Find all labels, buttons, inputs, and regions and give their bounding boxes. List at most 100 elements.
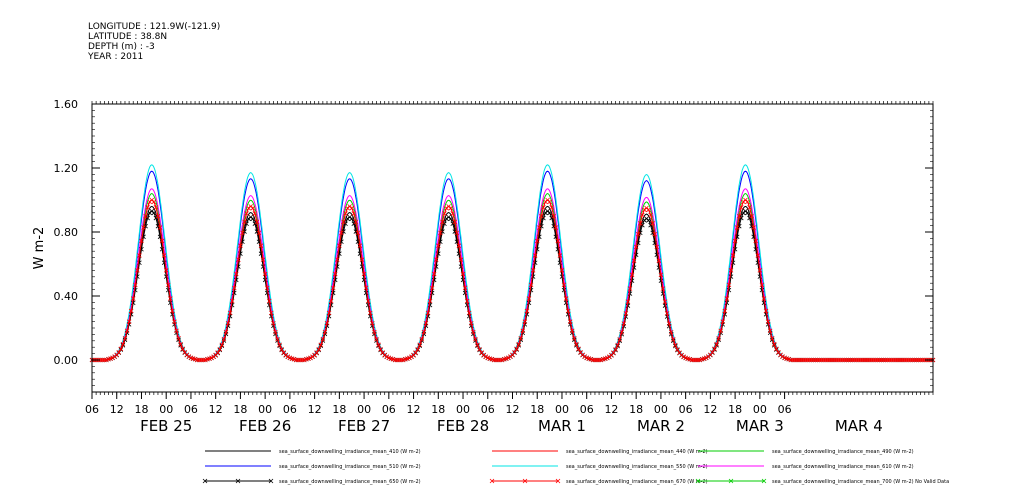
series-marker-7 bbox=[256, 230, 262, 236]
x-hour-tick-label: 06 bbox=[481, 403, 495, 416]
series-marker-7 bbox=[572, 335, 577, 341]
series-marker-7 bbox=[124, 328, 130, 334]
series-marker-7 bbox=[279, 346, 284, 352]
series-marker-7 bbox=[712, 346, 717, 352]
series-marker-7 bbox=[483, 354, 488, 359]
series-marker-7 bbox=[910, 357, 915, 363]
series-marker-7 bbox=[448, 205, 453, 211]
series-marker-7 bbox=[242, 219, 247, 225]
series-marker-7 bbox=[852, 357, 857, 363]
series-marker-7 bbox=[703, 355, 709, 361]
series-marker-7 bbox=[771, 341, 777, 347]
series-marker-7 bbox=[337, 243, 342, 248]
series-marker-7 bbox=[652, 231, 658, 237]
series-marker-7 bbox=[590, 357, 596, 363]
x-hour-tick-label: 18 bbox=[332, 403, 346, 416]
legend-label: sea_surface_downwelling_irradiance_mean_… bbox=[279, 449, 421, 455]
series-marker-7 bbox=[271, 320, 276, 326]
series-marker-7 bbox=[458, 257, 464, 262]
series-marker-7 bbox=[477, 346, 482, 352]
series-marker-7 bbox=[576, 346, 581, 352]
series-marker-7 bbox=[163, 268, 169, 273]
series-marker-7 bbox=[427, 298, 433, 304]
series-marker-7 bbox=[440, 219, 445, 225]
series-marker-7 bbox=[180, 346, 185, 352]
series-marker-7 bbox=[631, 258, 637, 263]
x-hour-tick-label: 18 bbox=[431, 403, 445, 416]
series-marker-7 bbox=[153, 205, 159, 210]
series-marker-7 bbox=[438, 230, 443, 236]
x-date-label: MAR 4 bbox=[835, 417, 883, 435]
series-marker-7 bbox=[555, 238, 561, 244]
series-marker-7 bbox=[842, 357, 847, 363]
series-marker-7 bbox=[155, 213, 161, 219]
series-marker-7 bbox=[413, 350, 418, 355]
series-marker-7 bbox=[215, 350, 221, 355]
series-marker-7 bbox=[730, 253, 736, 258]
series-marker-7 bbox=[681, 354, 686, 359]
y-tick-label: 0.00 bbox=[54, 354, 79, 367]
series-marker-7 bbox=[716, 335, 721, 341]
series-marker-7 bbox=[452, 219, 458, 225]
series-marker-7 bbox=[537, 225, 542, 230]
legend-marker bbox=[761, 478, 767, 484]
series-marker-7 bbox=[468, 320, 474, 326]
series-marker-7 bbox=[324, 320, 330, 326]
series-marker-7 bbox=[837, 357, 843, 363]
series-marker-7 bbox=[244, 211, 249, 216]
series-marker-7 bbox=[650, 221, 655, 226]
series-marker-7 bbox=[887, 357, 892, 363]
series-marker-7 bbox=[613, 347, 618, 352]
x-hour-tick-label: 18 bbox=[629, 403, 643, 416]
series-marker-7 bbox=[747, 205, 752, 210]
series-marker-7 bbox=[767, 328, 773, 334]
series-marker-7 bbox=[335, 257, 340, 262]
series-marker-7 bbox=[749, 213, 754, 219]
series-marker-7 bbox=[720, 319, 726, 324]
series-marker-7 bbox=[879, 357, 884, 363]
series-marker-7 bbox=[757, 268, 763, 273]
series-marker-7 bbox=[254, 219, 260, 225]
series-marker-7 bbox=[464, 298, 470, 304]
series-marker-7 bbox=[870, 357, 876, 363]
series-marker-7 bbox=[297, 357, 303, 363]
series-marker-7 bbox=[875, 357, 880, 363]
series-marker-7 bbox=[355, 230, 361, 236]
series-marker-7 bbox=[736, 213, 742, 219]
series-marker-7 bbox=[668, 329, 674, 335]
series-marker-7 bbox=[161, 253, 167, 258]
series-marker-7 bbox=[574, 341, 579, 347]
series-marker-7 bbox=[553, 225, 559, 230]
longitude-label: LONGITUDE : 121.9W(-121.9) bbox=[88, 22, 221, 32]
x-hour-tick-label: 18 bbox=[728, 403, 742, 416]
series-marker-7 bbox=[893, 357, 899, 363]
series-marker-7 bbox=[549, 205, 554, 210]
series-layer bbox=[89, 164, 936, 363]
series-marker-7 bbox=[831, 357, 837, 363]
x-hour-tick-label: 00 bbox=[258, 403, 272, 416]
x-hour-tick-label: 18 bbox=[233, 403, 247, 416]
series-marker-7 bbox=[873, 357, 878, 363]
series-marker-7 bbox=[322, 329, 328, 335]
x-hour-tick-label: 18 bbox=[134, 403, 148, 416]
legend-label: sea_surface_downwelling_irradiance_mean_… bbox=[772, 464, 914, 470]
series-marker-7 bbox=[557, 253, 563, 258]
x-hour-tick-label: 12 bbox=[506, 403, 520, 416]
series-marker-7 bbox=[800, 357, 806, 363]
series-marker-7 bbox=[293, 357, 299, 363]
series-marker-7 bbox=[221, 336, 227, 342]
x-date-label: MAR 2 bbox=[637, 417, 685, 435]
series-marker-7 bbox=[97, 357, 103, 363]
series-marker-6 bbox=[349, 216, 355, 222]
legend: sea_surface_downwelling_irradiance_mean_… bbox=[202, 449, 949, 485]
series-marker-7 bbox=[823, 357, 829, 363]
series-marker-7 bbox=[328, 298, 334, 304]
series-marker-7 bbox=[365, 298, 371, 304]
series-marker-7 bbox=[802, 357, 808, 363]
series-marker-7 bbox=[497, 357, 503, 363]
series-marker-7 bbox=[506, 355, 511, 361]
series-marker-7 bbox=[151, 199, 157, 205]
series-marker-7 bbox=[275, 336, 280, 342]
series-marker-6 bbox=[250, 216, 256, 222]
series-marker-7 bbox=[332, 271, 338, 277]
